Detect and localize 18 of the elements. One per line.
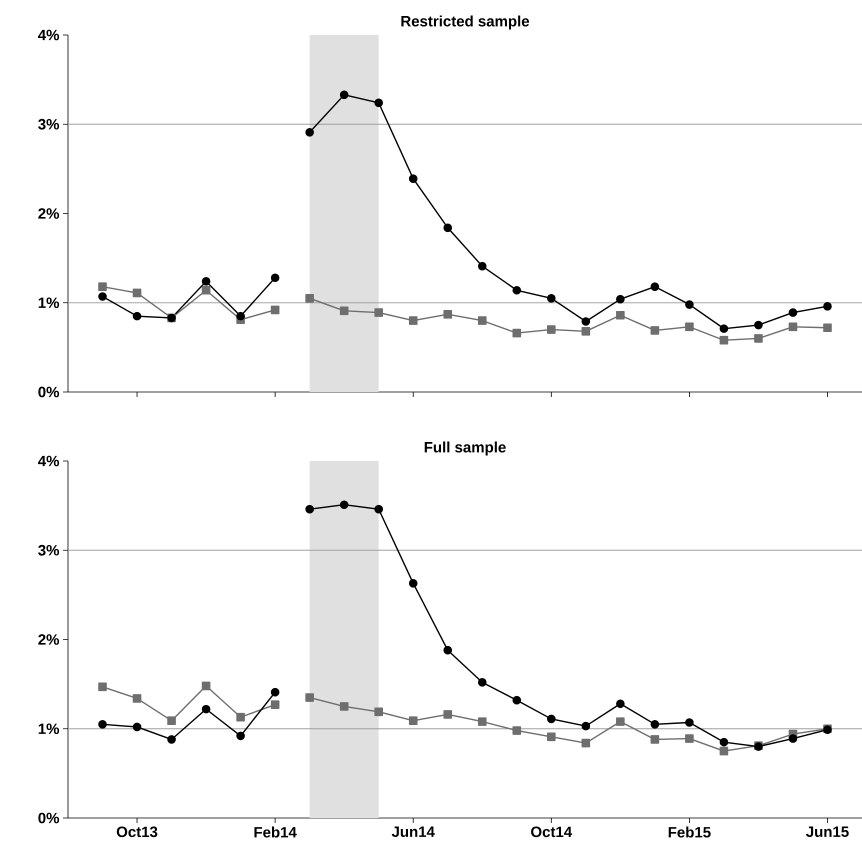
chart-title: Restricted sample (401, 15, 530, 30)
y-tick-label: 4% (38, 456, 60, 466)
y-tick-label: 0% (38, 386, 60, 398)
x-tick-label: Jun15 (806, 826, 849, 837)
y-tick-label: 3% (38, 544, 60, 556)
x-tick-label: Oct13 (116, 826, 158, 838)
y-tick-label: 1% (38, 723, 60, 734)
chart-title: Full sample (424, 441, 506, 456)
x-tick-label: Feb14 (254, 826, 297, 838)
y-tick-label: 2% (38, 634, 60, 645)
y-tick-label: 0% (38, 812, 60, 824)
y-tick-label: 4% (38, 30, 60, 40)
y-tick-label: 1% (38, 297, 60, 308)
y-tick-label: 2% (38, 208, 60, 219)
y-tick-label: 3% (38, 118, 60, 130)
x-tick-label: Oct14 (531, 826, 572, 838)
x-tick-label: Jun14 (392, 826, 435, 837)
x-tick-label: Feb15 (668, 826, 711, 838)
